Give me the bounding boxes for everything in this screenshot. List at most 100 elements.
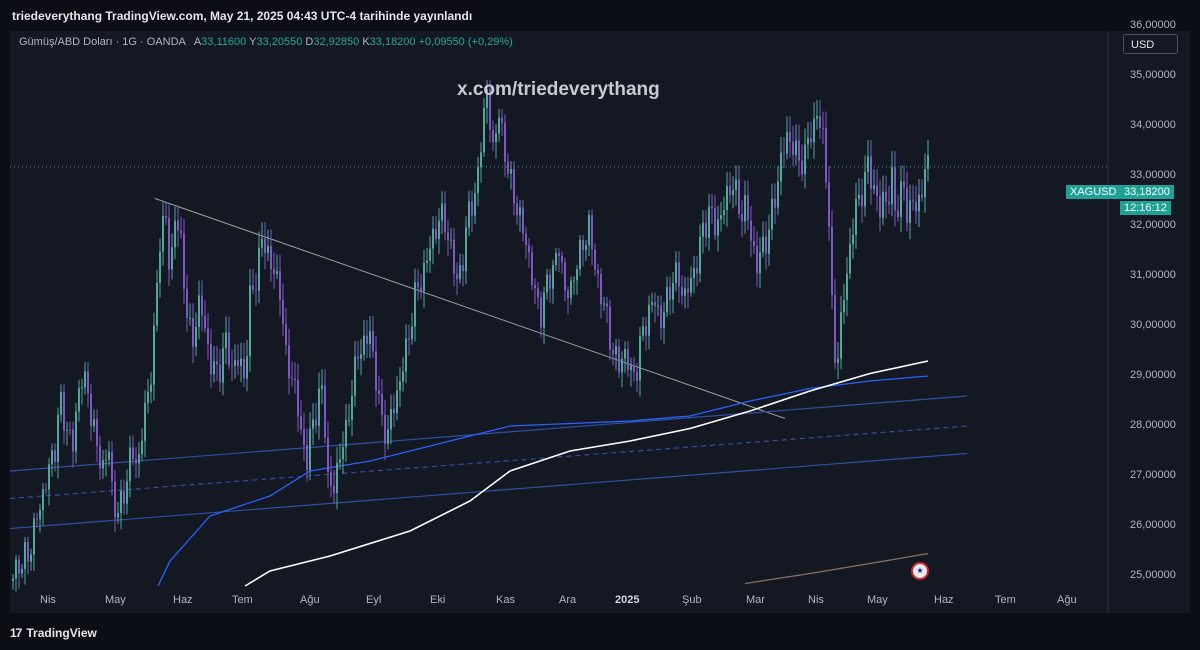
us-flag-icon[interactable]: ★ (911, 562, 929, 580)
trendline-0 (154, 198, 786, 419)
candle-body (333, 485, 335, 494)
candle-body (276, 271, 278, 275)
candle (627, 341, 629, 378)
candle (540, 291, 542, 338)
candle-body (480, 152, 482, 168)
candle (90, 383, 92, 441)
x-tick-label: Haz (173, 594, 193, 606)
candle (918, 179, 920, 228)
candle (822, 111, 824, 145)
candle-body (327, 437, 329, 472)
candle-body (72, 429, 74, 452)
candle (399, 367, 401, 407)
candle-body (687, 288, 689, 293)
candle (690, 266, 692, 297)
candle (801, 144, 803, 182)
candle (663, 302, 665, 344)
candle-body (606, 303, 608, 307)
candle (639, 326, 641, 397)
candle (750, 205, 752, 258)
candle (336, 446, 338, 510)
candle-body (552, 265, 554, 289)
candle-body (636, 371, 638, 381)
watermark-text: x.com/triedeverythang (457, 79, 660, 100)
candle-body (135, 459, 137, 464)
candle (393, 394, 395, 428)
candle-body (66, 429, 68, 431)
candle-body (840, 312, 842, 359)
candle (141, 428, 143, 462)
candle (102, 449, 104, 479)
candle-body (834, 294, 836, 363)
candle (507, 153, 509, 179)
chart-panel[interactable]: Gümüş/ABD Doları · 1G · OANDA A33,11600 … (10, 19, 1190, 613)
y-tick-label: 27,00000 (1130, 469, 1176, 481)
x-tick-label: Haz (934, 594, 954, 606)
candle (897, 194, 899, 222)
candle-body (774, 198, 776, 208)
candle (30, 548, 32, 571)
candle-body (576, 269, 578, 281)
candle (411, 312, 413, 345)
candle-body (780, 152, 782, 182)
candle (381, 378, 383, 427)
x-tick-label: Kas (496, 594, 515, 606)
candle-body (495, 133, 497, 142)
candle (126, 469, 128, 515)
candle (810, 121, 812, 149)
candle-body (630, 365, 632, 371)
candle-body (582, 239, 584, 250)
candle-body (651, 302, 653, 305)
candle-body (891, 167, 893, 205)
moving-average-2 (744, 552, 929, 585)
candle-body (486, 89, 488, 108)
candle (60, 384, 62, 423)
candle (834, 278, 836, 370)
candle-body (18, 559, 20, 574)
x-tick-label: Şub (682, 594, 702, 606)
candle (909, 184, 911, 240)
candle-body (297, 380, 299, 417)
candle-body (822, 127, 824, 129)
candle (699, 224, 701, 283)
candle (486, 79, 488, 124)
candle (417, 268, 419, 301)
candle-body (150, 384, 152, 392)
candle-body (624, 348, 626, 359)
candle (174, 206, 176, 260)
candle-body (906, 187, 908, 223)
candle (459, 253, 461, 284)
candle (576, 264, 578, 295)
currency-button[interactable]: USD (1123, 34, 1178, 54)
candle (177, 206, 179, 247)
candle-body (783, 152, 785, 154)
candle (111, 441, 113, 496)
candle (756, 231, 758, 287)
candle (558, 248, 560, 273)
candle (645, 316, 647, 351)
candle (753, 226, 755, 254)
candle-body (921, 194, 923, 198)
trendline-3 (10, 452, 968, 530)
candle-body (414, 282, 416, 327)
candle (96, 409, 98, 462)
candle-body (291, 378, 293, 380)
candle-body (237, 360, 239, 366)
candle (900, 165, 902, 233)
ohlc-legend: Gümüş/ABD Doları · 1G · OANDA A33,11600 … (19, 36, 513, 48)
top-bar: triedeverythang TradingView.com, May 21,… (0, 0, 1200, 30)
candle (291, 361, 293, 387)
candle-body (573, 280, 575, 282)
candle-body (879, 196, 881, 218)
candle-body (177, 220, 179, 231)
candle-body (747, 195, 749, 221)
candle-body (765, 236, 767, 254)
candle-body (387, 429, 389, 444)
candle-body (459, 265, 461, 280)
chart-plot[interactable] (10, 31, 1190, 613)
candle-body (303, 429, 305, 446)
candle (717, 205, 719, 252)
candle (105, 449, 107, 477)
candle (894, 151, 896, 227)
tradingview-brand[interactable]: 17 TradingView (10, 625, 97, 641)
